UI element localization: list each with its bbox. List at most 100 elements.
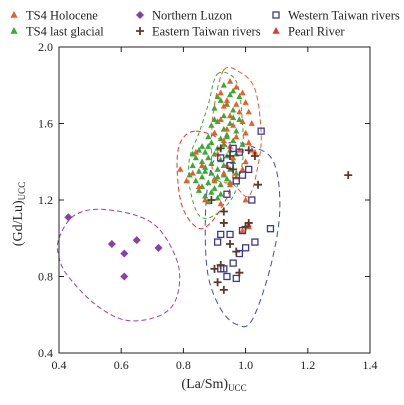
ts4-last-glacial-point <box>226 91 234 98</box>
western-taiwan-rivers-point <box>223 272 231 281</box>
ts4-holocene-point <box>217 89 224 96</box>
ts4-last-glacial-point <box>220 141 227 147</box>
ts4-last-glacial-point <box>236 93 243 100</box>
ts4-last-glacial-point <box>217 181 224 188</box>
x-tick-label: 1.2 <box>300 358 315 372</box>
ts4-last-glacial-point <box>236 116 243 123</box>
eastern-taiwan-rivers-point <box>226 239 235 248</box>
ts4-holocene-point <box>242 129 249 136</box>
legend-label-northern-luzon: Northern Luzon <box>152 9 233 23</box>
ts4-holocene-point <box>195 183 203 189</box>
y-tick-label: 1.6 <box>38 117 53 131</box>
western-taiwan-rivers-point <box>232 274 240 283</box>
ts4-last-glacial-point <box>208 122 215 128</box>
ts4-last-glacial-point <box>223 100 230 107</box>
legend-marker-northern-luzon <box>136 11 144 19</box>
eastern-taiwan-rivers-point <box>216 144 225 153</box>
y-axis-title-sub: UCC <box>17 182 27 201</box>
x-axis-title-main: (La/Sm) <box>181 377 228 392</box>
ts4-holocene-point <box>223 97 230 103</box>
ts4-holocene-envelope <box>210 66 262 198</box>
eastern-taiwan-rivers-point <box>226 152 235 161</box>
legend-label-western-taiwan-rivers: Western Taiwan rivers <box>288 9 400 23</box>
ts4-last-glacial-envelope <box>187 71 244 219</box>
ts4-last-glacial-point <box>192 154 199 161</box>
legend-label-ts4-last-glacial: TS4 last glacial <box>26 25 104 39</box>
ts4-last-glacial-point <box>217 135 224 142</box>
ts4-last-glacial-point <box>189 162 196 168</box>
eastern-taiwan-rivers-point <box>219 285 228 294</box>
ts4-holocene-point <box>220 137 227 144</box>
ts4-last-glacial-point <box>211 185 218 191</box>
ts4-holocene-point <box>226 112 234 119</box>
ts4-last-glacial-point <box>214 93 221 100</box>
envelope-layer <box>56 66 281 328</box>
ts4-last-glacial-point <box>199 173 206 180</box>
northern-luzon-point <box>120 249 129 258</box>
western-taiwan-rivers-point <box>251 238 259 246</box>
axis-ticks: 0.4 0.6 0.8 1.0 1.2 1.4 0.4 0.8 1.2 1.6 2.0 <box>38 40 378 372</box>
ts4-holocene-point <box>183 177 190 184</box>
ts4-last-glacial-point <box>195 187 203 193</box>
eastern-taiwan-rivers-point <box>244 146 253 155</box>
data-points-layer <box>64 78 353 294</box>
northern-luzon-point <box>132 236 141 245</box>
y-axis-title-main: (Gd/Lu) <box>11 200 26 246</box>
x-axis-title-sub: UCC <box>228 383 247 393</box>
ts4-last-glacial-point <box>195 146 203 153</box>
western-taiwan-rivers-point <box>266 225 275 233</box>
eastern-taiwan-rivers-point <box>244 218 253 227</box>
northern-luzon-point <box>120 272 129 281</box>
western-taiwan-rivers-point <box>213 238 222 246</box>
ts4-holocene-point <box>233 83 240 90</box>
ts4-holocene-point <box>226 78 234 84</box>
ts4-last-glacial-point <box>208 160 215 167</box>
northern-luzon-point <box>64 213 73 222</box>
ts4-holocene-point <box>242 99 249 105</box>
eastern-taiwan-rivers-point <box>235 268 244 277</box>
ts4-last-glacial-point <box>208 188 215 195</box>
ts4-last-glacial-point <box>214 194 221 201</box>
legend-marker-western-taiwan-rivers <box>272 11 280 19</box>
legend-marker-eastern-taiwan-rivers <box>136 27 144 35</box>
legend-label-pearl-river: Pearl River <box>288 25 345 39</box>
western-taiwan-rivers-point <box>217 230 225 239</box>
ts4-holocene-point <box>239 89 246 96</box>
western-taiwan-rivers-point <box>248 196 256 204</box>
x-tick-label: 1.4 <box>363 358 378 372</box>
eastern-taiwan-rivers-point <box>219 218 228 227</box>
western-taiwan-rivers-point <box>257 127 265 135</box>
ts4-last-glacial-point <box>205 179 212 186</box>
ts4-holocene-point <box>239 227 246 233</box>
ts4-holocene-point <box>199 162 206 168</box>
ts4-last-glacial-point <box>239 141 246 147</box>
ts4-last-glacial-point <box>189 150 196 157</box>
eastern-taiwan-rivers-point <box>216 261 225 270</box>
x-tick-label: 0.4 <box>52 358 67 372</box>
ts4-last-glacial-point <box>230 106 237 113</box>
ts4-holocene-point <box>223 125 230 132</box>
y-axis-title: (Gd/Lu)UCC <box>11 182 27 246</box>
ts4-last-glacial-point <box>195 167 203 174</box>
western-taiwan-rivers-point <box>229 144 237 153</box>
y-tick-label: 2.0 <box>38 40 53 54</box>
ts4-holocene-point <box>220 102 227 109</box>
ts4-last-glacial-point <box>217 190 224 197</box>
ts4-last-glacial-point <box>199 143 206 149</box>
ts4-last-glacial-point <box>223 175 230 182</box>
y-tick-label: 0.8 <box>38 270 53 284</box>
eastern-taiwan-rivers-point <box>219 207 228 216</box>
ts4-holocene-point <box>230 122 237 128</box>
y-tick-label: 1.2 <box>38 193 53 207</box>
ts4-last-glacial-point <box>211 116 218 123</box>
ts4-last-glacial-point <box>214 166 221 172</box>
legend-label-ts4-holocene: TS4 Holocene <box>26 9 98 23</box>
ts4-holocene-point <box>211 129 218 136</box>
ts4-holocene-point <box>230 154 237 161</box>
western-taiwan-rivers-point <box>241 244 250 252</box>
ts4-holocene-point <box>220 169 227 176</box>
ts4-last-glacial-point <box>202 164 209 170</box>
legend-marker-pearl-river <box>272 27 280 34</box>
